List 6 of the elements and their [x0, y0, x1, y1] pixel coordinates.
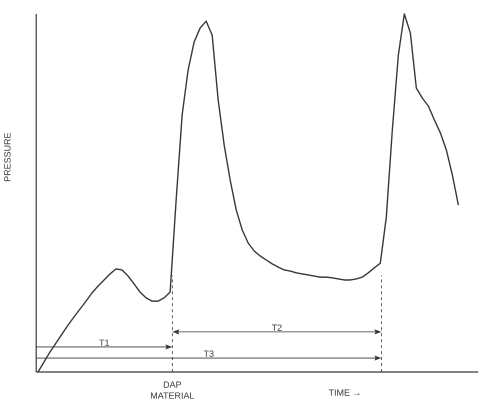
- y-axis-title: PRESSURE: [4, 132, 11, 182]
- text: DAP MATERIAL: [150, 382, 194, 399]
- annotation: T3: [204, 350, 214, 357]
- x-axis-title: TIME →: [328, 390, 360, 396]
- annotation: T2: [272, 324, 282, 331]
- annotation: T1: [99, 340, 110, 346]
